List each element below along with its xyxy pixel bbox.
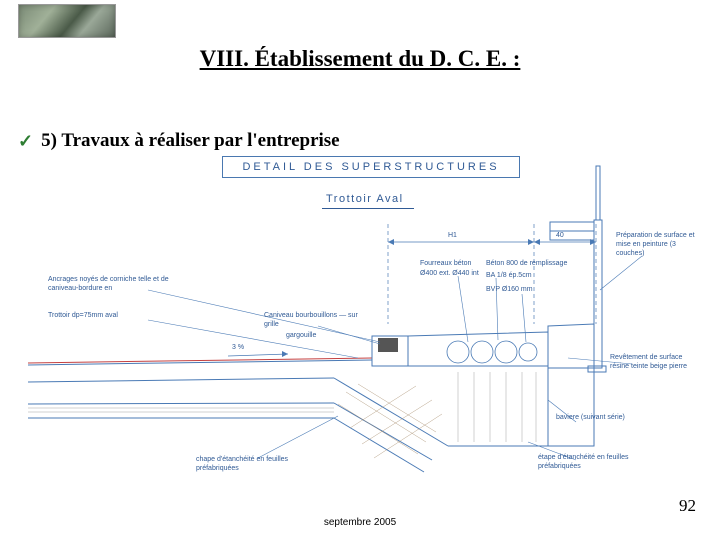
header-logo [18,4,116,38]
label-gargouille: gargouille [286,332,316,341]
label-ancrage: Ancrages noyés de corniche telle et de c… [48,276,198,294]
label-pente: 3 % [232,344,244,353]
label-chape: chape d'étanchéité en feuilles préfabriq… [196,456,326,474]
label-caniveau: Caniveau bourbouillons — sur grille [264,312,364,330]
label-trottoir: Trottoir dp=75mm aval [48,312,118,321]
label-beton: Béton 800 de remplissage [486,260,567,269]
dim-40: 40 [556,232,564,241]
check-icon: ✓ [18,131,33,152]
label-etage: étape d'étanchéité en feuilles préfabriq… [538,454,658,472]
dim-h1: H1 [448,232,457,241]
label-fourreau2: Ø400 ext. Ø440 int [420,270,479,279]
label-fourreau: Fourreaux béton [420,260,471,269]
label-ba: BA 1/8 ép.5cm [486,272,532,281]
label-peinture: Préparation de surface et mise en peintu… [616,232,696,258]
bullet-line: ✓ 5) Travaux à réaliser par l'entreprise [18,130,340,152]
page-number: 92 [679,496,696,516]
technical-drawing: H1 40 Ancrages noyés de corniche telle e… [28,160,692,480]
page-title: VIII. Établissement du D. C. E. : [0,46,720,72]
label-bvp: BVP Ø160 mm [486,286,533,295]
label-revet: Revêtement de surface résine teinte beig… [610,354,694,372]
bullet-text: 5) Travaux à réaliser par l'entreprise [41,130,340,152]
label-baviere: baviere (suivant série) [556,414,636,423]
slide: VIII. Établissement du D. C. E. : ✓ 5) T… [0,0,720,540]
footer-date: septembre 2005 [0,517,720,528]
